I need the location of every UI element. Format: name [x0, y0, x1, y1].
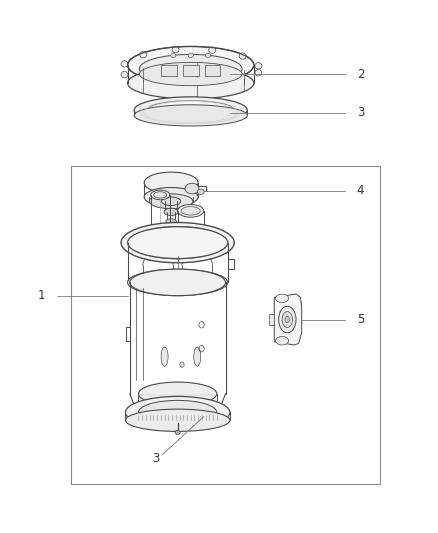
Ellipse shape — [140, 80, 147, 87]
Ellipse shape — [125, 397, 230, 428]
Ellipse shape — [121, 222, 234, 263]
Ellipse shape — [138, 399, 217, 420]
Bar — [161, 65, 177, 76]
Text: 3: 3 — [152, 452, 159, 465]
Ellipse shape — [178, 233, 204, 244]
Ellipse shape — [188, 53, 193, 58]
Ellipse shape — [208, 47, 215, 53]
Ellipse shape — [127, 67, 254, 99]
Text: 1: 1 — [38, 289, 46, 302]
Ellipse shape — [239, 79, 246, 86]
Bar — [205, 65, 220, 76]
Ellipse shape — [127, 46, 254, 84]
Ellipse shape — [255, 62, 262, 69]
Ellipse shape — [139, 54, 242, 83]
Ellipse shape — [178, 205, 204, 217]
Ellipse shape — [144, 188, 198, 207]
Ellipse shape — [166, 219, 177, 224]
Ellipse shape — [276, 294, 289, 303]
Ellipse shape — [121, 61, 128, 67]
Ellipse shape — [279, 306, 296, 333]
Ellipse shape — [144, 231, 212, 254]
Text: 5: 5 — [357, 313, 364, 326]
Ellipse shape — [172, 86, 179, 92]
Ellipse shape — [197, 189, 204, 195]
Ellipse shape — [185, 183, 199, 194]
Ellipse shape — [282, 312, 293, 327]
Ellipse shape — [161, 347, 168, 366]
Ellipse shape — [154, 192, 167, 198]
Ellipse shape — [151, 190, 170, 200]
Ellipse shape — [239, 53, 246, 59]
Ellipse shape — [127, 269, 228, 296]
Ellipse shape — [162, 197, 181, 206]
Ellipse shape — [171, 53, 176, 58]
Ellipse shape — [175, 430, 180, 434]
Text: 2: 2 — [357, 68, 364, 80]
Ellipse shape — [125, 409, 230, 431]
Ellipse shape — [134, 105, 247, 126]
Ellipse shape — [130, 269, 226, 296]
Ellipse shape — [208, 85, 215, 92]
Polygon shape — [274, 294, 302, 345]
Ellipse shape — [144, 172, 198, 193]
Ellipse shape — [255, 70, 262, 76]
Ellipse shape — [194, 347, 201, 366]
Ellipse shape — [138, 400, 217, 424]
Ellipse shape — [127, 227, 228, 259]
Ellipse shape — [205, 53, 211, 58]
Text: 4: 4 — [357, 184, 364, 197]
Ellipse shape — [181, 207, 200, 215]
Text: 3: 3 — [357, 106, 364, 119]
Ellipse shape — [130, 227, 226, 259]
Ellipse shape — [151, 233, 170, 243]
Ellipse shape — [147, 101, 234, 119]
Ellipse shape — [276, 336, 289, 345]
Ellipse shape — [138, 382, 217, 406]
Ellipse shape — [180, 362, 184, 367]
Ellipse shape — [134, 97, 247, 123]
Ellipse shape — [149, 194, 193, 209]
Ellipse shape — [121, 71, 128, 78]
Ellipse shape — [140, 52, 147, 58]
Bar — [269, 314, 274, 325]
Bar — [71, 166, 380, 484]
Ellipse shape — [164, 208, 178, 216]
Ellipse shape — [285, 317, 290, 322]
Ellipse shape — [139, 62, 242, 86]
Bar — [183, 65, 198, 76]
Ellipse shape — [172, 46, 179, 53]
